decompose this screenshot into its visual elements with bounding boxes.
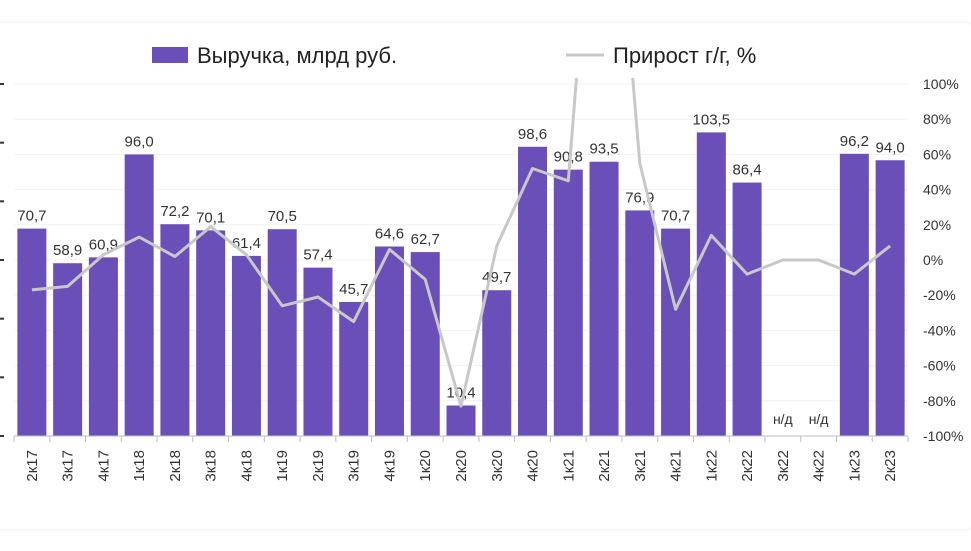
x-tick-label: 3к21 — [632, 450, 649, 482]
x-tick-label: 2к19 — [310, 450, 327, 482]
bar-value-label: 60,9 — [89, 236, 118, 253]
bar-value-label: 90,8 — [554, 149, 583, 166]
x-tick-label: 3к20 — [489, 450, 506, 482]
bar — [231, 255, 261, 436]
right-axis-tick-label: -60% — [923, 358, 956, 374]
x-tick-label: 3к19 — [346, 450, 363, 482]
bar — [482, 290, 512, 436]
bar — [374, 246, 404, 436]
bar — [196, 230, 226, 436]
bar — [696, 132, 726, 436]
x-tick-label: 2к17 — [24, 450, 41, 482]
right-axis-tick-label: 40% — [923, 182, 951, 198]
bar — [875, 160, 905, 436]
right-axis-tick-label: 100% — [923, 76, 959, 92]
bar-value-label: 93,5 — [589, 141, 618, 158]
x-tick-label: 1к20 — [417, 450, 434, 482]
x-tick-label: 3к18 — [203, 450, 220, 482]
right-axis-tick-label: 60% — [923, 146, 951, 162]
bar-value-label: 57,4 — [303, 247, 332, 264]
bar-value-label: 98,6 — [518, 126, 547, 143]
legend-bar-swatch — [152, 47, 188, 63]
bar — [53, 263, 83, 436]
bar — [160, 224, 190, 436]
x-tick-label: 4к18 — [238, 450, 255, 482]
bar — [303, 267, 333, 436]
x-tick-label: 1к23 — [846, 450, 863, 482]
bar — [267, 229, 297, 436]
bar — [625, 210, 655, 436]
bar — [839, 153, 869, 436]
x-tick-label: 3к22 — [775, 450, 792, 482]
x-tick-label: 1к19 — [274, 450, 291, 482]
bar-value-label: 70,7 — [17, 208, 46, 225]
x-tick-label: 2к21 — [596, 450, 613, 482]
bar — [339, 301, 369, 436]
bar-value-label: н/д — [809, 411, 829, 427]
x-tick-label: 4к21 — [668, 450, 685, 482]
right-axis-tick-label: 20% — [923, 217, 951, 233]
x-tick-label: 4к19 — [381, 450, 398, 482]
right-axis-tick-label: -40% — [923, 322, 956, 338]
x-tick-label: 2к23 — [882, 450, 899, 482]
bar-value-label: 96,2 — [840, 133, 869, 150]
bar — [661, 228, 691, 436]
right-axis-tick-label: 80% — [923, 111, 951, 127]
x-tick-label: 4к20 — [525, 450, 542, 482]
bar — [732, 182, 762, 436]
bar-value-label: 49,7 — [482, 269, 511, 286]
bar — [553, 169, 583, 437]
bar-value-label: 96,0 — [125, 133, 154, 150]
x-tick-label: 2к18 — [167, 450, 184, 482]
x-tick-label: 4к17 — [95, 450, 112, 482]
bar — [124, 154, 154, 436]
bar-value-label: 70,5 — [268, 208, 297, 225]
x-tick-label: 1к21 — [560, 450, 577, 482]
bar — [518, 146, 548, 437]
bar-value-label: н/д — [773, 411, 793, 427]
x-tick-label: 2к20 — [453, 450, 470, 482]
right-axis-tick-label: -20% — [923, 287, 956, 303]
bar — [589, 161, 619, 436]
legend-line-label: Прирост г/г, % — [613, 43, 756, 68]
bar-value-label: 64,6 — [375, 226, 404, 243]
bar-value-label: 94,0 — [876, 139, 905, 156]
x-tick-label: 3к17 — [60, 450, 77, 482]
bar-value-label: 70,7 — [661, 208, 690, 225]
bar — [88, 257, 118, 436]
bar — [17, 228, 47, 436]
x-tick-label: 2к22 — [739, 450, 756, 482]
bar — [446, 405, 476, 436]
right-axis-tick-label: 0% — [923, 252, 943, 268]
right-axis-tick-label: -100% — [923, 428, 963, 444]
bar-value-label: 70,1 — [196, 209, 225, 226]
bar-value-label: 10,4 — [446, 384, 475, 401]
x-tick-label: 4к22 — [811, 450, 828, 482]
growth-line — [31, 78, 892, 408]
bar-value-label: 86,4 — [732, 162, 761, 179]
bar-value-label: 72,2 — [160, 203, 189, 220]
bar-value-label: 58,9 — [53, 242, 82, 259]
bar-value-label: 103,5 — [693, 111, 731, 128]
bar-value-label: 62,7 — [411, 231, 440, 248]
bar-value-label: 61,4 — [232, 235, 261, 252]
x-tick-label: 1к22 — [703, 450, 720, 482]
right-axis-tick-label: -80% — [923, 393, 956, 409]
bar-value-label: 45,7 — [339, 281, 368, 298]
x-tick-label: 1к18 — [131, 450, 148, 482]
legend-bar-label: Выручка, млрд руб. — [197, 43, 397, 68]
